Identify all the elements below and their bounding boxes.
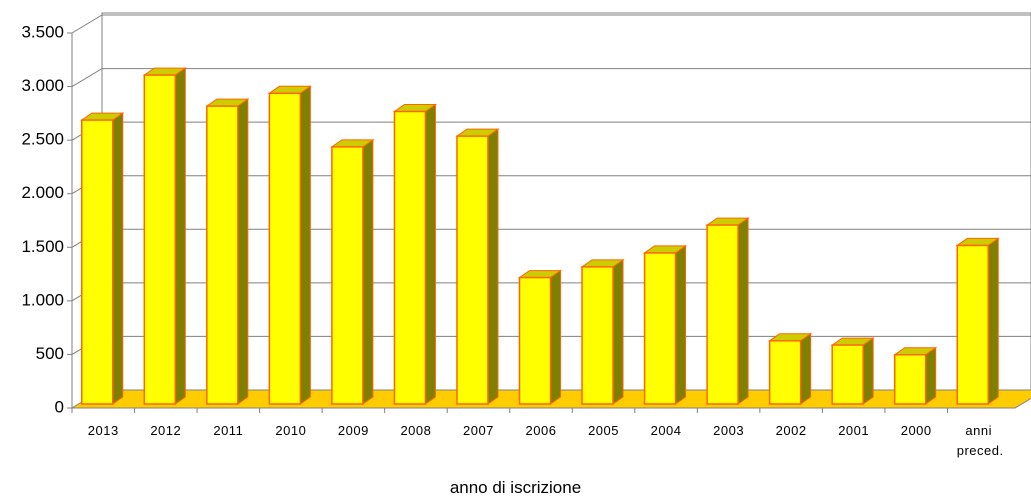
bar-front (81, 119, 114, 405)
bar-side (550, 269, 561, 405)
bar-front (956, 244, 989, 405)
x-tick-label: 2006 (525, 423, 557, 438)
grid-line (71, 68, 1031, 88)
x-tick-label: 2005 (588, 423, 619, 438)
x-tick-label: 2007 (462, 423, 494, 438)
bar-front (581, 266, 614, 405)
bar-side (299, 85, 311, 405)
bar-front (393, 110, 427, 405)
bar-front (268, 92, 302, 405)
bar-side (612, 258, 624, 405)
bar-front (143, 74, 177, 405)
bar-front (456, 135, 489, 405)
bar-side (112, 112, 124, 405)
x-axis-title: anno di iscrizione (449, 478, 582, 496)
x-tick-label: 2002 (775, 423, 807, 438)
y-tick-label: 3.500 (21, 22, 64, 41)
bar (893, 346, 938, 405)
bar-front (518, 276, 552, 405)
bar-side (675, 244, 687, 405)
x-tick-label: 2004 (650, 423, 682, 438)
x-tick-label: 2010 (275, 423, 307, 438)
bar (517, 269, 563, 405)
bar (955, 237, 1000, 405)
bar (392, 103, 438, 405)
bar-side (925, 346, 937, 405)
bar-front (206, 105, 239, 405)
bar-front (706, 224, 739, 405)
x-tick-label: 2000 (900, 423, 932, 438)
bar (267, 85, 312, 405)
bar-front (768, 340, 802, 405)
bar (330, 138, 375, 405)
bar-side (800, 332, 812, 405)
bar-side (424, 103, 436, 405)
x-tick-label: 2012 (150, 423, 182, 438)
bar (80, 112, 125, 405)
bar-side (862, 337, 874, 405)
y-tick-label: 0 (55, 397, 64, 416)
y-tick-label: 3.000 (21, 76, 64, 95)
bar (142, 67, 187, 405)
y-tick-label: 2.000 (21, 183, 64, 202)
x-tick-label: anni preced. (956, 423, 1004, 458)
y-tick-label: 1.500 (21, 237, 64, 256)
x-tick-label: 2011 (213, 423, 244, 438)
y-tick-label: 1.000 (21, 290, 64, 309)
bar (705, 217, 750, 405)
bar (642, 244, 688, 405)
bar-side (237, 98, 249, 405)
bar-side (174, 67, 186, 405)
bar (768, 332, 813, 405)
x-tick-label: 2001 (838, 423, 870, 438)
y-tick-label: 2.500 (21, 130, 64, 149)
bar (830, 337, 875, 405)
x-tick-label: 2009 (337, 423, 369, 438)
bar-side (487, 128, 499, 405)
bar (205, 98, 250, 405)
bar-side (362, 138, 374, 405)
bar-front (643, 252, 677, 405)
bar-front (331, 146, 364, 405)
x-tick-label: 2013 (87, 423, 119, 438)
bar (580, 258, 625, 405)
bar-front (893, 353, 927, 405)
bar-side (737, 217, 749, 405)
bar (455, 128, 500, 405)
y-tick-label: 500 (36, 344, 64, 363)
bar-side (987, 237, 999, 405)
grid-line (71, 14, 1031, 34)
bar-front (831, 344, 864, 405)
x-tick-label: 2003 (713, 423, 745, 438)
x-tick-label: 2008 (400, 423, 432, 438)
